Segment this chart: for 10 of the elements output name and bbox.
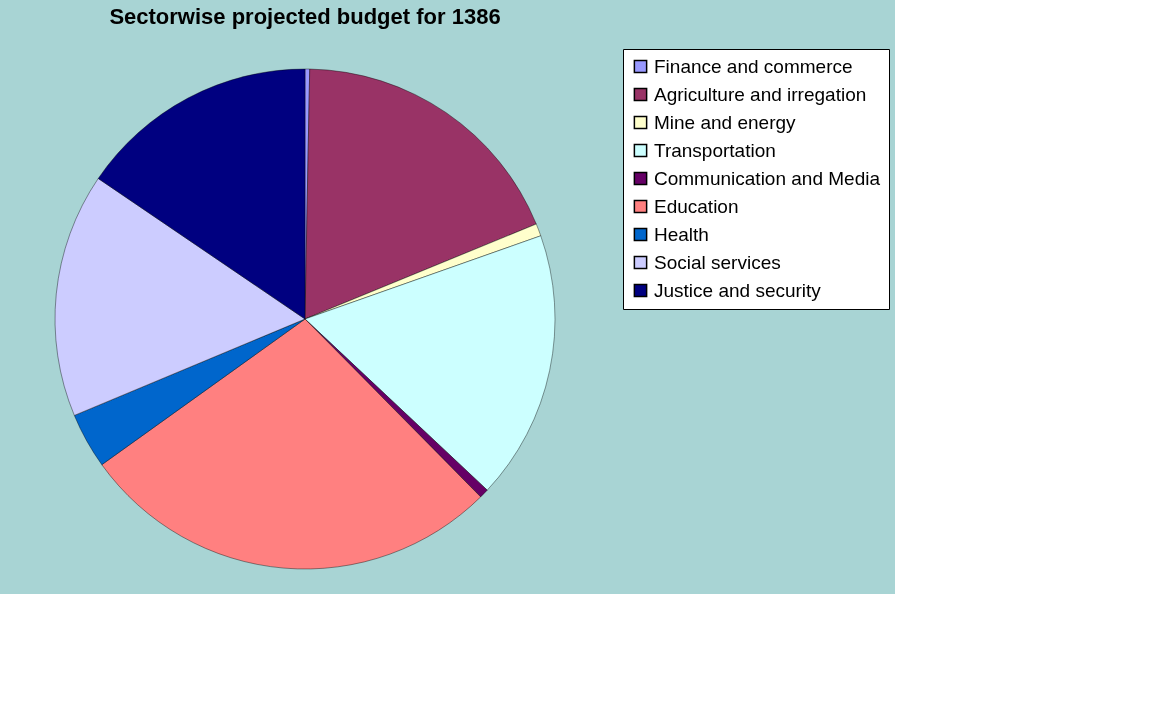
legend-label: Agriculture and irregation [654, 83, 867, 105]
legend-label: Education [654, 195, 739, 217]
legend-label: Communication and Media [654, 167, 881, 189]
legend-label: Justice and security [654, 279, 822, 301]
legend-label: Mine and energy [654, 111, 797, 133]
legend-label: Transportation [654, 139, 776, 161]
legend-label: Social services [654, 251, 781, 273]
chart-title: Sectorwise projected budget for 1386 [109, 3, 501, 29]
legend-label: Health [654, 223, 709, 245]
legend-label: Finance and commerce [654, 55, 853, 77]
